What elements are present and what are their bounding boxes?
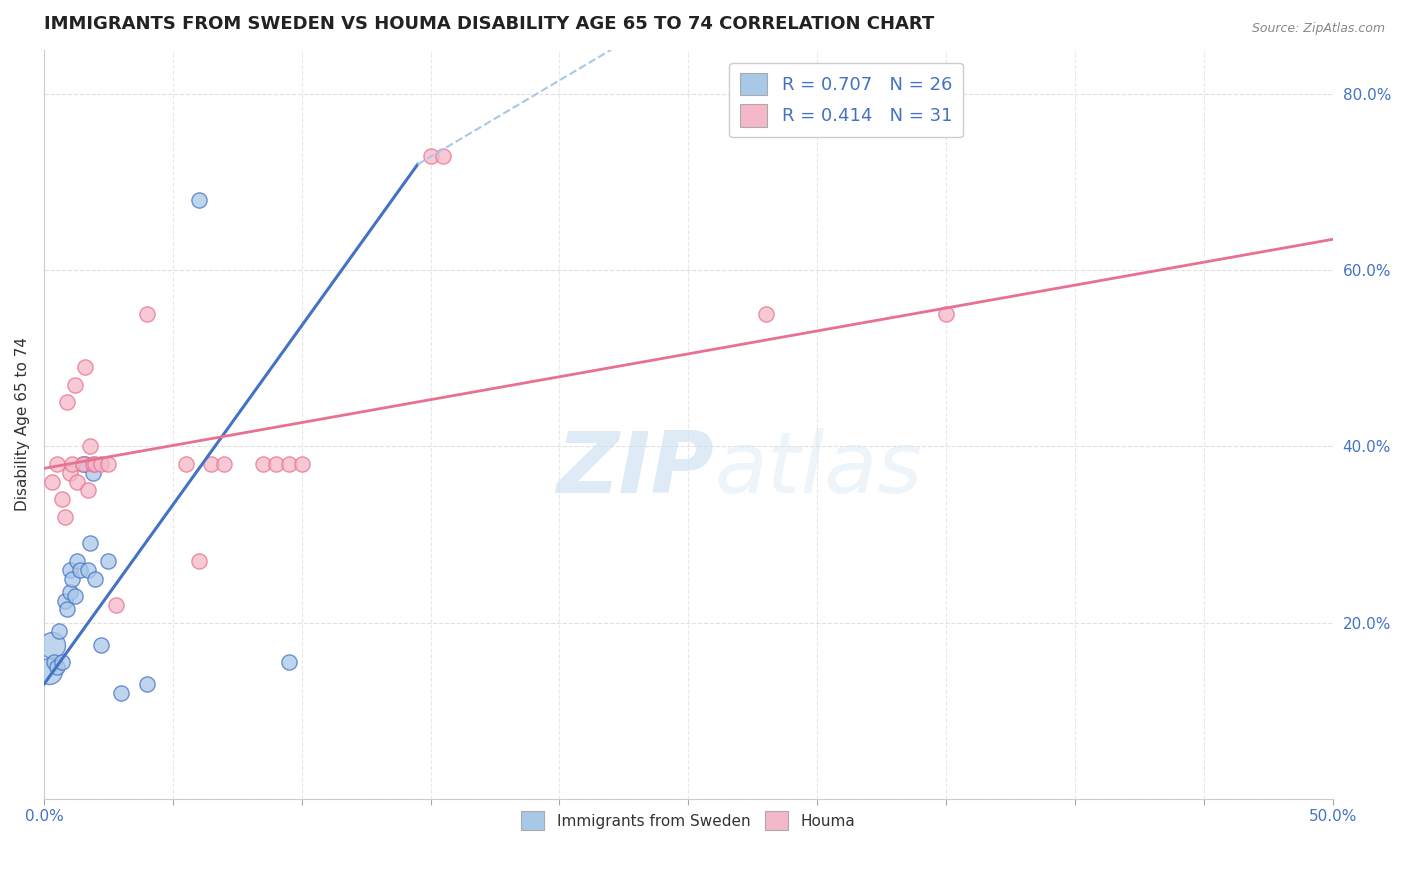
Point bbox=[53, 509, 76, 524]
Point bbox=[97, 554, 120, 568]
Point bbox=[41, 638, 63, 652]
Point bbox=[51, 492, 73, 507]
Point bbox=[264, 457, 287, 471]
Point bbox=[214, 457, 236, 471]
Legend: Immigrants from Sweden, Houma: Immigrants from Sweden, Houma bbox=[515, 805, 862, 836]
Point bbox=[136, 307, 159, 321]
Point bbox=[79, 439, 101, 453]
Point bbox=[84, 457, 107, 471]
Point bbox=[63, 589, 86, 603]
Point bbox=[45, 659, 67, 673]
Point bbox=[187, 554, 209, 568]
Point bbox=[51, 655, 73, 669]
Point bbox=[136, 677, 159, 691]
Point bbox=[38, 664, 60, 678]
Point bbox=[72, 457, 94, 471]
Point bbox=[63, 377, 86, 392]
Point bbox=[174, 457, 197, 471]
Point bbox=[75, 359, 97, 374]
Point bbox=[76, 483, 98, 498]
Point bbox=[60, 457, 83, 471]
Point bbox=[66, 554, 89, 568]
Point bbox=[187, 193, 209, 207]
Point bbox=[97, 457, 120, 471]
Point bbox=[44, 655, 66, 669]
Point bbox=[59, 584, 82, 599]
Point bbox=[277, 457, 299, 471]
Point bbox=[935, 307, 957, 321]
Point bbox=[76, 563, 98, 577]
Point bbox=[90, 457, 112, 471]
Point bbox=[252, 457, 274, 471]
Point bbox=[41, 475, 63, 489]
Point bbox=[82, 466, 104, 480]
Point bbox=[69, 563, 91, 577]
Point bbox=[291, 457, 314, 471]
Point bbox=[72, 457, 94, 471]
Point bbox=[75, 457, 97, 471]
Point bbox=[277, 655, 299, 669]
Point bbox=[53, 593, 76, 607]
Point bbox=[84, 572, 107, 586]
Point bbox=[60, 572, 83, 586]
Point bbox=[45, 457, 67, 471]
Point bbox=[200, 457, 222, 471]
Point bbox=[59, 466, 82, 480]
Point bbox=[66, 475, 89, 489]
Point bbox=[105, 598, 128, 612]
Text: Source: ZipAtlas.com: Source: ZipAtlas.com bbox=[1251, 22, 1385, 36]
Point bbox=[56, 602, 79, 616]
Text: ZIP: ZIP bbox=[557, 428, 714, 511]
Point bbox=[59, 563, 82, 577]
Y-axis label: Disability Age 65 to 74: Disability Age 65 to 74 bbox=[15, 337, 30, 511]
Point bbox=[82, 457, 104, 471]
Point bbox=[79, 536, 101, 550]
Point bbox=[56, 395, 79, 409]
Point bbox=[419, 148, 441, 162]
Point bbox=[48, 624, 70, 639]
Text: atlas: atlas bbox=[714, 428, 922, 511]
Point bbox=[432, 148, 454, 162]
Text: IMMIGRANTS FROM SWEDEN VS HOUMA DISABILITY AGE 65 TO 74 CORRELATION CHART: IMMIGRANTS FROM SWEDEN VS HOUMA DISABILI… bbox=[44, 15, 934, 33]
Point bbox=[755, 307, 778, 321]
Point bbox=[90, 638, 112, 652]
Point bbox=[110, 686, 132, 700]
